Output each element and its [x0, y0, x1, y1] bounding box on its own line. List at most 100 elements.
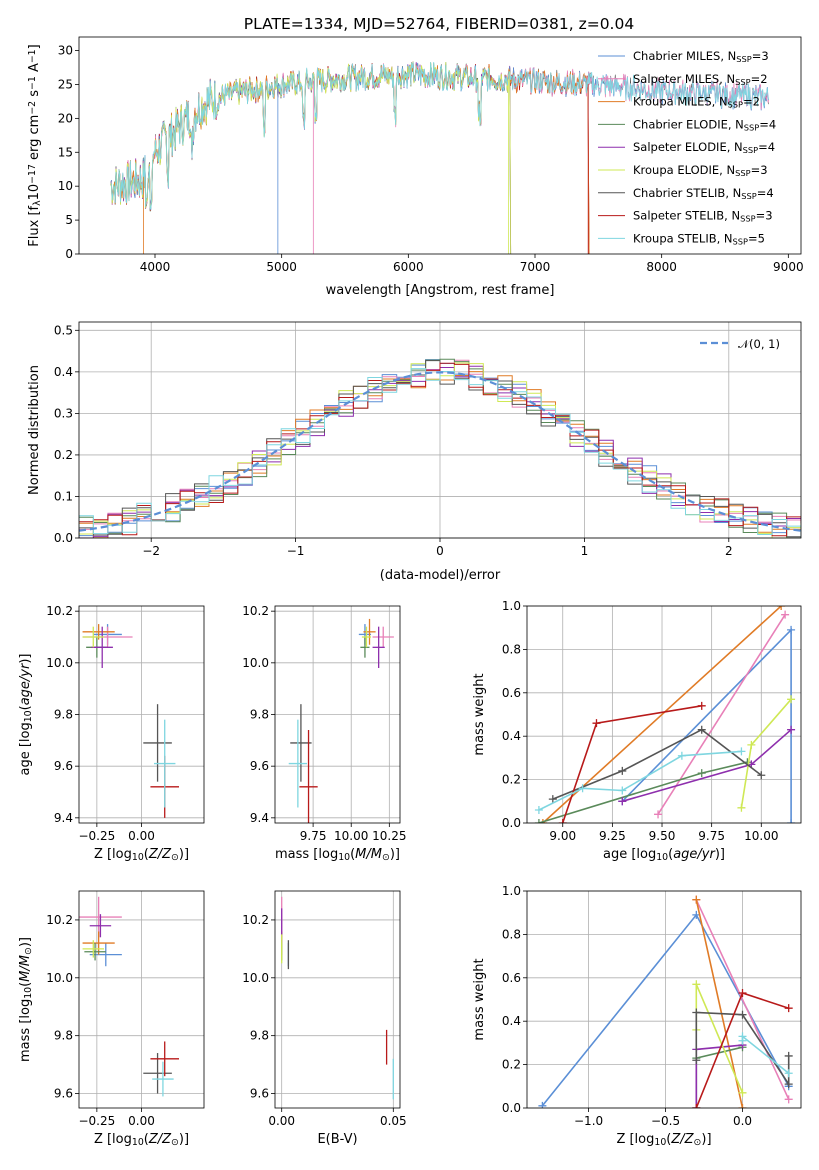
- x-tick-label: 7000: [520, 260, 551, 274]
- y-axis-label: Normed distribution: [27, 365, 42, 495]
- y-tick-label: 0.4: [54, 365, 73, 379]
- axes-frame: [78, 605, 205, 824]
- weight-marker: [618, 766, 627, 775]
- x-tick-label: 0.00: [268, 1114, 295, 1128]
- errorbar-point: [82, 940, 104, 958]
- weight-marker: [697, 725, 706, 734]
- x-axis-label: wavelength [Angstrom, rest frame]: [326, 283, 555, 298]
- y-tick-label: 0.2: [502, 773, 521, 787]
- x-tick-label: 0.0: [733, 1114, 752, 1128]
- weight-line-kroupa-elodie: [740, 698, 792, 808]
- x-tick-label: 9.25: [599, 829, 626, 843]
- panel-age_vs_Z: −0.25 0.00 9.4 9.6 9.8 10.0 10.2 Z [log10(Z/Z⊙)…: [18, 604, 205, 863]
- errorbar-point: [154, 719, 176, 808]
- x-tick-label: 9.75: [300, 829, 327, 843]
- legend-label: Kroupa ELODIE, NSSP=3: [633, 163, 768, 178]
- weight-marker: [692, 1008, 701, 1017]
- panel-mass_vs_Z: −0.25 0.00 9.6 9.8 10.0 10.2 Z [log10(Z/Z⊙)] ma…: [18, 890, 205, 1148]
- errorbar-point: [82, 931, 115, 955]
- x-tick-label: 0: [436, 544, 444, 558]
- y-tick-label: 0.2: [502, 1058, 521, 1072]
- axes-frame: [78, 321, 802, 539]
- y-tick-label: 10.0: [46, 971, 73, 985]
- x-tick-label: 10.00: [334, 829, 368, 843]
- x-tick-label: 0.00: [128, 1114, 155, 1128]
- errorbar-point: [150, 1041, 179, 1077]
- legend-label: Chabrier STELIB, NSSP=4: [633, 186, 774, 201]
- x-axis-label: mass [log10(M/M⊙)]: [275, 847, 400, 863]
- y-tick-label: 10.2: [46, 913, 73, 927]
- x-tick-label: −1.0: [574, 1114, 603, 1128]
- errorbar-point: [372, 626, 394, 648]
- x-tick-label: 1: [581, 544, 589, 558]
- y-axis-label: Flux [fλ10−17 erg cm−2 s−1 A−1]: [27, 44, 43, 246]
- y-tick-label: 0.4: [502, 729, 521, 743]
- errorbar-point: [143, 1053, 172, 1094]
- weight-marker: [534, 805, 543, 814]
- weight-marker: [618, 786, 627, 795]
- x-tick-label: 9.75: [698, 829, 725, 843]
- weight-marker: [784, 1004, 793, 1013]
- errorbar-point: [360, 637, 370, 658]
- legend-label: Chabrier MILES, NSSP=3: [633, 49, 769, 64]
- weight-marker: [654, 810, 663, 819]
- x-axis-label: Z [log10(Z/Z⊙)]: [616, 1132, 711, 1148]
- weight-marker: [784, 1069, 793, 1078]
- y-tick-label: 0.3: [54, 406, 73, 420]
- weight-marker: [548, 795, 557, 804]
- y-tick-label: 9.8: [54, 708, 73, 722]
- y-tick-label: 9.8: [54, 1029, 73, 1043]
- spectrum-series-kroupa-miles: [110, 62, 590, 254]
- axes-frame: [274, 890, 401, 1109]
- weight-marker: [538, 819, 547, 823]
- x-tick-label: −0.25: [78, 1114, 115, 1128]
- weight-marker: [784, 1095, 793, 1104]
- axes-frame: [526, 890, 802, 1109]
- x-axis-label: E(B-V): [317, 1132, 357, 1147]
- figure-title: PLATE=1334, MJD=52764, FIBERID=0381, z=0…: [244, 15, 634, 33]
- panel-weight_vs_age: 9.00 9.25 9.50 9.75 10.00 0.0 0.2 0.4 0.6 0.8 1.0 a…: [472, 599, 802, 863]
- y-tick-label: 9.8: [250, 1029, 269, 1043]
- panel-spectrum: 4000 5000 6000 7000 8000 9000 0 5 10 15 20 25 30 Chab…: [27, 36, 804, 298]
- y-tick-label: 10.0: [46, 656, 73, 670]
- weight-marker: [738, 1010, 747, 1019]
- weight-marker: [738, 1032, 747, 1041]
- legend-label: Salpeter MILES, NSSP=2: [633, 72, 768, 87]
- x-tick-label: 10.25: [372, 829, 406, 843]
- x-tick-label: 10.00: [744, 829, 778, 843]
- x-tick-label: 8000: [646, 260, 677, 274]
- legend-label: Salpeter STELIB, NSSP=3: [633, 209, 773, 224]
- y-tick-label: 0.0: [502, 816, 521, 830]
- x-axis-label: age [log10(age/yr)]: [603, 847, 725, 863]
- x-tick-label: 5000: [266, 260, 297, 274]
- y-tick-label: 10: [58, 179, 73, 193]
- y-tick-label: 20: [58, 111, 73, 125]
- errorbar-point: [361, 626, 372, 648]
- spectrum-series-salpeter-stelib: [110, 62, 590, 254]
- errorbar-point: [79, 896, 122, 938]
- x-tick-label: −0.25: [78, 829, 115, 843]
- weight-line-salpeter-elodie: [622, 729, 792, 803]
- errorbar-point: [91, 626, 113, 668]
- x-tick-label: 4000: [140, 260, 171, 274]
- y-tick-label: 0.8: [502, 927, 521, 941]
- x-tick-label: −0.5: [651, 1114, 680, 1128]
- weight-marker: [697, 701, 706, 710]
- weight-line-salpeter-miles: [695, 899, 790, 1100]
- x-tick-label: 9000: [773, 260, 804, 274]
- errorbar-point: [89, 914, 112, 938]
- axes-frame: [526, 605, 802, 824]
- y-tick-label: 1.0: [502, 599, 521, 613]
- x-tick-label: 9.00: [549, 829, 576, 843]
- y-tick-label: 0.6: [502, 971, 521, 985]
- weight-line-salpeter-miles: [657, 614, 786, 815]
- weight-marker: [747, 740, 756, 749]
- weight-marker: [784, 1051, 793, 1060]
- weight-marker: [692, 1056, 701, 1065]
- normal-curve: [78, 371, 802, 532]
- histogram-kroupa-stelib: [79, 368, 801, 538]
- spectrum-series-kroupa-elodie: [110, 61, 512, 254]
- weight-marker: [781, 610, 790, 619]
- legend-label: 𝒩(0, 1): [738, 337, 780, 351]
- weight-marker: [787, 819, 796, 823]
